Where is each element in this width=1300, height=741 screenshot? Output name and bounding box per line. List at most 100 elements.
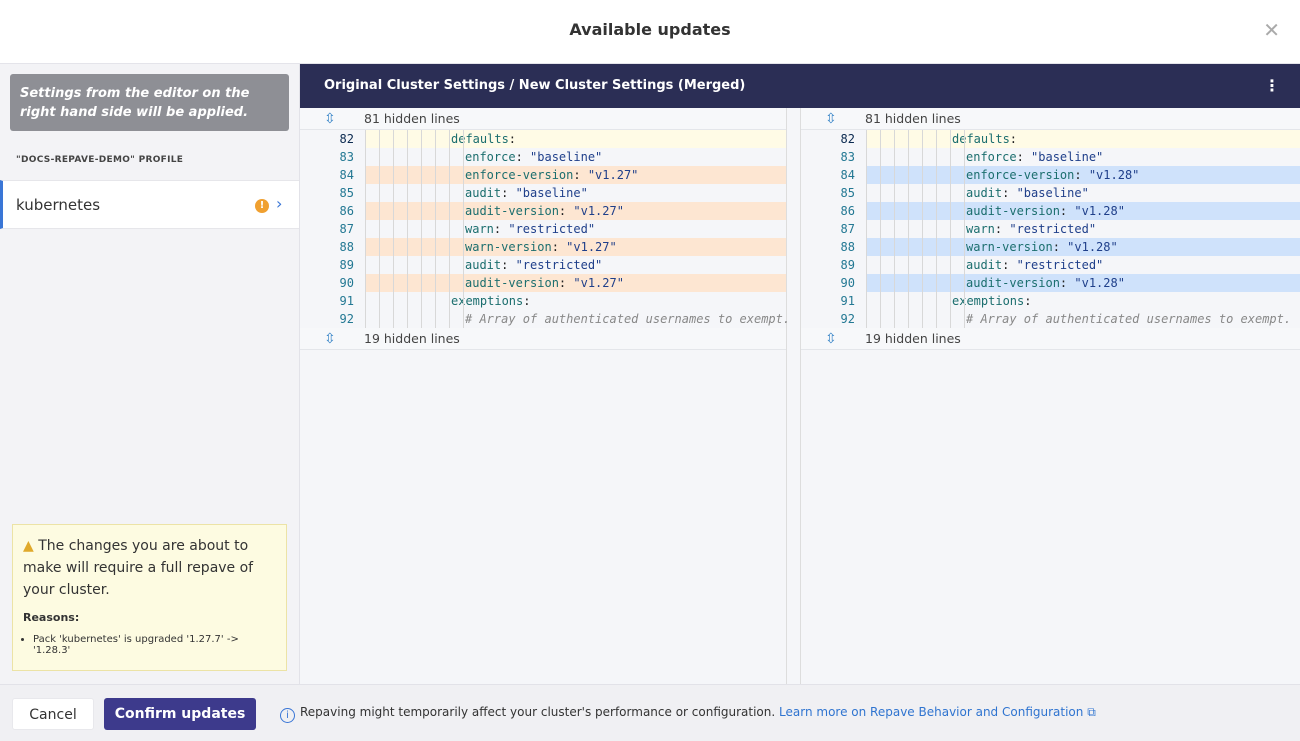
indent-guides	[365, 256, 465, 274]
code-text[interactable]: audit-version: "v1.27"	[365, 202, 786, 220]
indent-guides	[866, 130, 966, 148]
code-line[interactable]: 82 defaults:	[801, 130, 1300, 148]
indent-guides	[365, 310, 465, 328]
code-line[interactable]: 88 warn-version: "v1.27"	[300, 238, 786, 256]
code-text[interactable]: audit-version: "v1.28"	[866, 274, 1300, 292]
hidden-lines-bottom[interactable]: ⇳ 19 hidden lines	[300, 328, 786, 350]
code-text[interactable]: warn: "restricted"	[465, 222, 596, 236]
line-number: 89	[840, 258, 855, 272]
indent-guides	[866, 310, 966, 328]
line-number: 86	[840, 204, 855, 218]
code-text[interactable]: enforce-version: "v1.27"	[365, 166, 786, 184]
warning-message: The changes you are about to make will r…	[23, 538, 254, 598]
indent-guides	[866, 184, 966, 202]
code-line[interactable]: 91 exemptions:	[300, 292, 786, 310]
hidden-lines-top[interactable]: ⇳ 81 hidden lines	[300, 108, 786, 130]
code-line[interactable]: 90 audit-version: "v1.28"	[801, 274, 1300, 292]
code-text[interactable]: audit-version: "v1.28"	[866, 202, 1300, 220]
code-line[interactable]: 90 audit-version: "v1.27"	[300, 274, 786, 292]
indent-guides	[365, 148, 465, 166]
code-text[interactable]: audit: "restricted"	[465, 258, 603, 272]
code-line[interactable]: 86 audit-version: "v1.28"	[801, 202, 1300, 220]
expand-icon: ⇳	[825, 111, 837, 127]
indent-guides	[866, 220, 966, 238]
code-text[interactable]: # Array of authenticated usernames to ex…	[465, 312, 791, 326]
code-line[interactable]: 87 warn: "restricted"	[300, 220, 786, 238]
code-line[interactable]: 89 audit: "restricted"	[801, 256, 1300, 274]
code-line[interactable]: 83 enforce: "baseline"	[801, 148, 1300, 166]
code-line[interactable]: 89 audit: "restricted"	[300, 256, 786, 274]
line-number: 89	[339, 258, 354, 272]
code-text[interactable]: exemptions:	[952, 294, 1032, 308]
line-number: 90	[339, 276, 354, 290]
warning-badge-icon: !	[255, 199, 269, 213]
original-pane[interactable]: ⇳ 81 hidden lines 82 defaults: 83 enforce: "…	[300, 108, 791, 684]
code-line[interactable]: 84 enforce-version: "v1.27"	[300, 166, 786, 184]
indent-guides	[866, 148, 966, 166]
code-line[interactable]: 88 warn-version: "v1.28"	[801, 238, 1300, 256]
code-line[interactable]: 87 warn: "restricted"	[801, 220, 1300, 238]
line-number: 86	[339, 204, 354, 218]
line-number: 91	[339, 294, 354, 308]
expand-icon: ⇳	[324, 111, 336, 127]
confirm-updates-button[interactable]: Confirm updates	[104, 698, 256, 730]
code-text[interactable]: enforce-version: "v1.28"	[866, 166, 1300, 184]
indent-guides	[365, 130, 465, 148]
close-icon[interactable]: ✕	[1263, 18, 1280, 42]
cancel-button[interactable]: Cancel	[12, 698, 94, 730]
hidden-lines-top[interactable]: ⇳ 81 hidden lines	[801, 108, 1300, 130]
dialog-footer: Cancel Confirm updates i Repaving might t…	[0, 684, 1300, 741]
code-text[interactable]: warn-version: "v1.28"	[866, 238, 1300, 256]
dialog-header: Available updates ✕	[0, 0, 1300, 64]
more-options-icon[interactable]: ⋮	[1264, 76, 1280, 95]
code-line[interactable]: 92 # Array of authenticated usernames to …	[300, 310, 791, 328]
indent-guides	[866, 238, 966, 256]
indent-guides	[365, 292, 465, 310]
repave-info-text: Repaving might temporarily affect your c…	[300, 705, 776, 719]
hidden-lines-bottom[interactable]: ⇳ 19 hidden lines	[801, 328, 1300, 350]
chevron-right-icon: ›	[276, 194, 283, 213]
code-text[interactable]: enforce: "baseline"	[966, 150, 1104, 164]
code-text[interactable]: # Array of authenticated usernames to ex…	[966, 312, 1292, 326]
line-number: 83	[840, 150, 855, 164]
line-number: 91	[840, 294, 855, 308]
code-line[interactable]: 85 audit: "baseline"	[801, 184, 1300, 202]
sidebar-item-kubernetes[interactable]: kubernetes ! ›	[0, 180, 299, 229]
code-text[interactable]: exemptions:	[451, 294, 531, 308]
line-number: 84	[840, 168, 855, 182]
line-number: 92	[840, 312, 855, 326]
code-text[interactable]: warn: "restricted"	[966, 222, 1097, 236]
indent-guides	[866, 274, 966, 292]
code-text[interactable]: defaults:	[365, 130, 786, 148]
new-pane[interactable]: ⇳ 81 hidden lines 82 defaults: 83 enforce: "…	[800, 108, 1300, 684]
line-number: 83	[339, 150, 354, 164]
code-text[interactable]: enforce: "baseline"	[465, 150, 603, 164]
learn-more-link[interactable]: Learn more on Repave Behavior and Config…	[779, 705, 1096, 719]
code-text[interactable]: audit: "baseline"	[465, 186, 588, 200]
pane-divider[interactable]	[787, 108, 800, 684]
code-line[interactable]: 86 audit-version: "v1.27"	[300, 202, 786, 220]
code-text[interactable]: warn-version: "v1.27"	[365, 238, 786, 256]
code-text[interactable]: defaults:	[866, 130, 1300, 148]
editor-title: Original Cluster Settings / New Cluster …	[324, 78, 746, 93]
code-line[interactable]: 83 enforce: "baseline"	[300, 148, 786, 166]
line-number: 87	[339, 222, 354, 236]
line-number: 88	[840, 240, 855, 254]
code-line[interactable]: 91 exemptions:	[801, 292, 1300, 310]
dialog-title: Available updates	[569, 20, 731, 39]
indent-guides	[365, 166, 465, 184]
code-text[interactable]: audit-version: "v1.27"	[365, 274, 786, 292]
sidebar: Settings from the editor on the right ha…	[0, 64, 300, 684]
code-text[interactable]: audit: "baseline"	[966, 186, 1089, 200]
code-line[interactable]: 82 defaults:	[300, 130, 786, 148]
expand-icon: ⇳	[324, 331, 336, 347]
code-line[interactable]: 85 audit: "baseline"	[300, 184, 786, 202]
code-line[interactable]: 92 # Array of authenticated usernames to …	[801, 310, 1300, 328]
repave-warning: ▲ The changes you are about to make will…	[12, 524, 287, 671]
code-line[interactable]: 84 enforce-version: "v1.28"	[801, 166, 1300, 184]
editor-header: Original Cluster Settings / New Cluster …	[300, 64, 1300, 108]
sidebar-note: Settings from the editor on the right ha…	[10, 74, 289, 131]
reason-item: Pack 'kubernetes' is upgraded '1.27.7' -…	[33, 634, 276, 656]
expand-icon: ⇳	[825, 331, 837, 347]
code-text[interactable]: audit: "restricted"	[966, 258, 1104, 272]
